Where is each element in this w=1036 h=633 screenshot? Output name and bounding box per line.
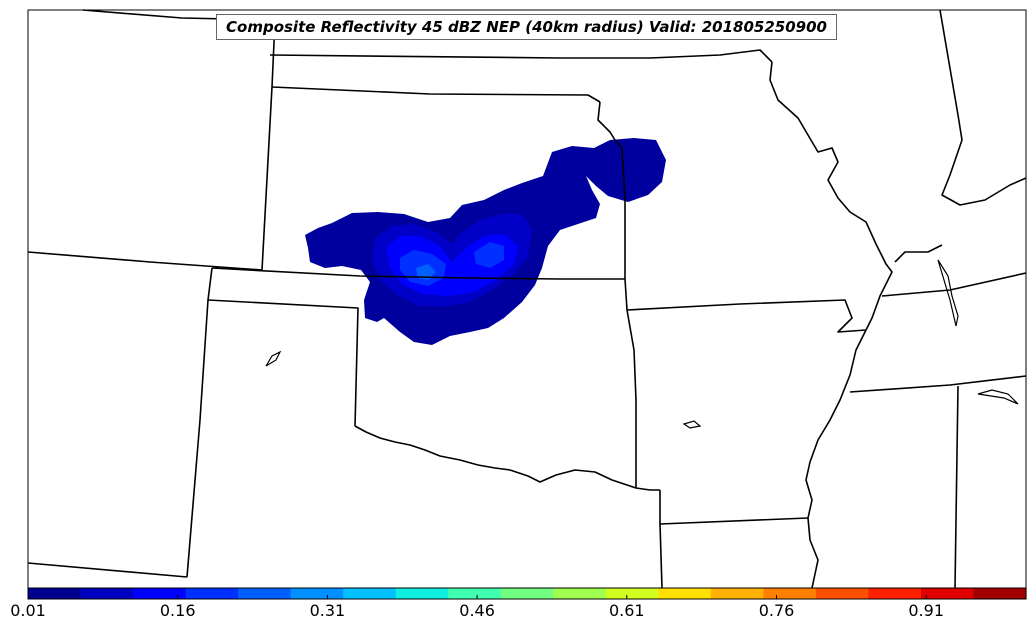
colorbar-segment [605,588,659,599]
state-boundaries [27,9,1027,589]
colorbar-segment [343,588,397,599]
probability-field [305,138,666,345]
boundary-ok-ar [626,309,637,488]
boundary-ks-ok [211,267,625,280]
boundary-az-nm-south [27,562,188,578]
colorbar-segment [133,588,187,599]
colorbar-tick-label: 0.31 [309,601,346,620]
boundary-ms-al [954,385,959,589]
colorbar-segment [448,588,502,599]
colorbar-segment [658,588,712,599]
colorbar-segment [500,588,554,599]
boundary-red-river [354,425,660,491]
colorbar-tick-label: 0.16 [159,601,196,620]
lake-ms [977,389,1019,405]
colorbar-tick-label: 0.91 [908,601,944,620]
colorbar-segment [920,588,975,599]
boundary-sd-ne [269,49,773,63]
map-frame [27,9,1027,589]
colorbar-segment [710,588,764,599]
colorbar-segment [553,588,607,599]
colorbar-tick-label: 0.01 [10,601,46,620]
map-title: Composite Reflectivity 45 dBZ NEP (40km … [226,18,827,36]
boundary-ar-la [659,517,809,525]
colorbar-tick-label: 0.61 [608,601,645,620]
colorbar-segment [290,588,344,599]
boundary-co-nm-vertical [186,267,213,578]
boundary-il-in [941,114,1027,206]
boundary-ky-tn [881,272,1027,297]
colorbar-segment [973,588,1027,599]
colorbar-outline [27,587,1027,600]
boundary-tn-ms [849,375,1027,393]
boundary-ks-mo [597,101,628,311]
colorbar-segment [185,588,239,599]
map-title-box: Composite Reflectivity 45 dBZ NEP (40km … [216,14,837,40]
boundary-ne-ks [271,86,601,103]
probability-contour-5 [416,264,436,280]
colorbar-segment [238,588,292,599]
colorbar-tick-label: 0.46 [459,601,495,620]
colorbar-segment [80,588,134,599]
colorbar-segment [868,588,922,599]
colorbar-segment [395,588,449,599]
boundary-nm-tx-panhandle [207,299,359,427]
colorbar-segment [28,588,82,599]
lake-nm [265,350,282,367]
boundary-ia-il-mo [894,244,943,263]
boundary-ut-az-co-nm [27,251,263,271]
colorbar [27,587,1027,600]
boundary-mississippi-river [769,61,893,589]
colorbar-tick-label: 0.76 [758,601,795,620]
lake-ar [682,420,702,429]
colorbar-segment [815,588,870,599]
boundary-il-wi [939,9,959,116]
water-bodies [265,259,1019,429]
lake-ky [937,259,959,327]
colorbar-segment [763,588,817,599]
boundary-mo-ar [626,299,867,333]
